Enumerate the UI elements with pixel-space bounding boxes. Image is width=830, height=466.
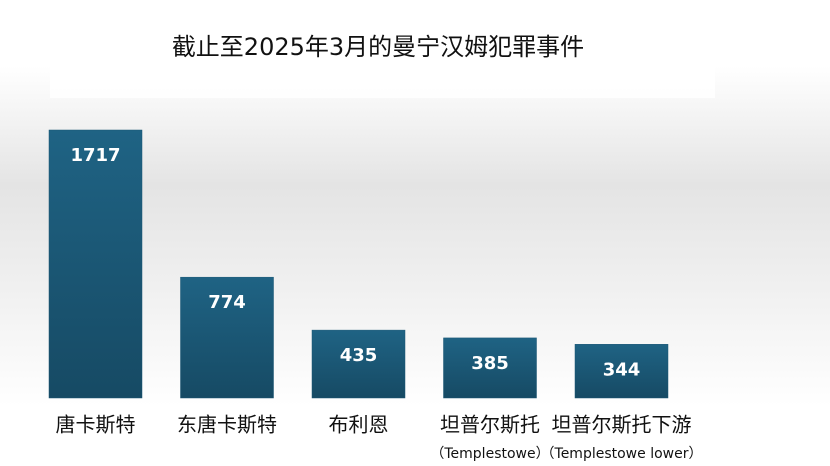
bar [574, 344, 669, 399]
background-band [50, 66, 715, 98]
x-tick-sublabel: （Templestowe） [430, 446, 549, 462]
bar [48, 129, 143, 399]
value-label: 1717 [70, 145, 120, 166]
x-tick-sublabel: （Templestowe lower） [541, 446, 703, 462]
bar [443, 337, 537, 399]
bar [180, 276, 274, 399]
chart-title: 截止至2025年3月的曼宁汉姆犯罪事件 [172, 33, 584, 61]
x-tick-label: 东唐卡斯特 [177, 413, 277, 437]
value-label: 435 [340, 345, 378, 366]
bar [311, 329, 406, 399]
x-tick-label: 唐卡斯特 [56, 413, 136, 437]
value-label: 774 [208, 292, 246, 313]
value-label: 344 [603, 359, 641, 380]
x-tick-label: 坦普尔斯托下游 [552, 413, 692, 437]
value-label: 385 [471, 353, 509, 374]
x-tick-label: 坦普尔斯托 [440, 413, 540, 437]
x-tick-label: 布利恩 [329, 413, 389, 437]
